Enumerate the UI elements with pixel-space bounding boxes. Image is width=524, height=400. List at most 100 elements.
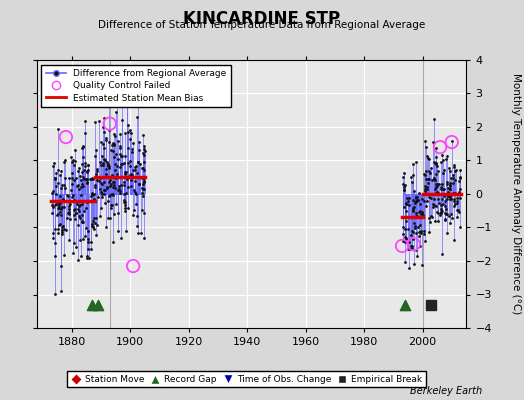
- Point: [81, 160, 89, 166]
- Point: [440, 193, 449, 199]
- Point: [110, 141, 118, 148]
- Point: [101, 186, 110, 193]
- Point: [400, 187, 409, 194]
- Point: [76, 202, 84, 208]
- Point: [95, 186, 104, 192]
- Point: [92, 232, 101, 238]
- Point: [105, 75, 113, 82]
- Point: [442, 210, 450, 217]
- Point: [415, 228, 423, 235]
- Point: [138, 132, 147, 138]
- Point: [438, 251, 446, 257]
- Point: [105, 139, 113, 145]
- Point: [50, 290, 59, 297]
- Point: [67, 154, 75, 160]
- Point: [112, 175, 120, 182]
- Point: [82, 176, 90, 182]
- Point: [447, 211, 455, 218]
- Point: [96, 180, 105, 187]
- Point: [414, 224, 422, 230]
- Point: [440, 190, 449, 197]
- Point: [420, 238, 429, 244]
- Point: [66, 201, 74, 208]
- Point: [126, 158, 134, 164]
- Point: [126, 172, 134, 178]
- Point: [425, 229, 433, 235]
- Point: [104, 198, 112, 204]
- Point: [105, 193, 113, 199]
- Point: [446, 193, 455, 200]
- Point: [79, 173, 87, 180]
- Point: [70, 162, 78, 169]
- Point: [129, 140, 138, 146]
- Point: [123, 79, 131, 86]
- Point: [106, 192, 114, 198]
- Point: [124, 128, 132, 135]
- Point: [450, 198, 458, 204]
- Point: [421, 188, 429, 194]
- Point: [61, 156, 70, 163]
- Point: [58, 231, 66, 237]
- Point: [53, 212, 61, 218]
- Point: [409, 207, 417, 213]
- Point: [402, 200, 410, 206]
- Point: [99, 162, 107, 168]
- Point: [418, 210, 426, 216]
- Point: [412, 212, 420, 219]
- Point: [83, 255, 91, 261]
- Point: [439, 186, 447, 192]
- Point: [58, 224, 67, 230]
- Point: [434, 168, 443, 174]
- Point: [399, 174, 407, 180]
- Point: [408, 243, 417, 249]
- Point: [78, 219, 86, 226]
- Point: [60, 174, 69, 181]
- Point: [89, 224, 97, 230]
- Point: [120, 160, 128, 166]
- Point: [110, 179, 118, 186]
- Point: [124, 160, 133, 166]
- Point: [85, 176, 94, 182]
- Point: [56, 192, 64, 199]
- Point: [419, 211, 428, 218]
- Point: [58, 228, 66, 235]
- Point: [103, 185, 112, 191]
- Point: [127, 177, 136, 184]
- Point: [110, 141, 118, 148]
- Point: [422, 168, 430, 174]
- Point: [433, 196, 442, 202]
- Point: [80, 208, 88, 214]
- Point: [413, 194, 421, 200]
- Point: [134, 159, 142, 165]
- Point: [399, 238, 407, 245]
- Point: [106, 147, 115, 153]
- Point: [452, 166, 460, 173]
- Point: [71, 158, 80, 164]
- Point: [423, 176, 432, 182]
- Point: [54, 225, 62, 232]
- Point: [75, 213, 83, 220]
- Point: [412, 194, 420, 201]
- Point: [79, 143, 87, 150]
- Point: [443, 153, 451, 160]
- Point: [409, 236, 417, 242]
- Point: [84, 255, 93, 261]
- Point: [427, 165, 435, 172]
- Point: [135, 181, 144, 188]
- Point: [139, 179, 148, 185]
- Point: [90, 196, 98, 202]
- Point: [412, 194, 420, 200]
- Point: [63, 192, 71, 198]
- Point: [114, 187, 122, 193]
- Point: [53, 230, 62, 236]
- Point: [128, 212, 137, 218]
- Point: [134, 230, 142, 237]
- Point: [443, 230, 451, 236]
- Point: [94, 301, 102, 308]
- Point: [138, 207, 146, 214]
- Point: [409, 205, 417, 212]
- Point: [109, 179, 117, 185]
- Point: [98, 191, 106, 197]
- Point: [60, 226, 69, 232]
- Point: [56, 208, 64, 215]
